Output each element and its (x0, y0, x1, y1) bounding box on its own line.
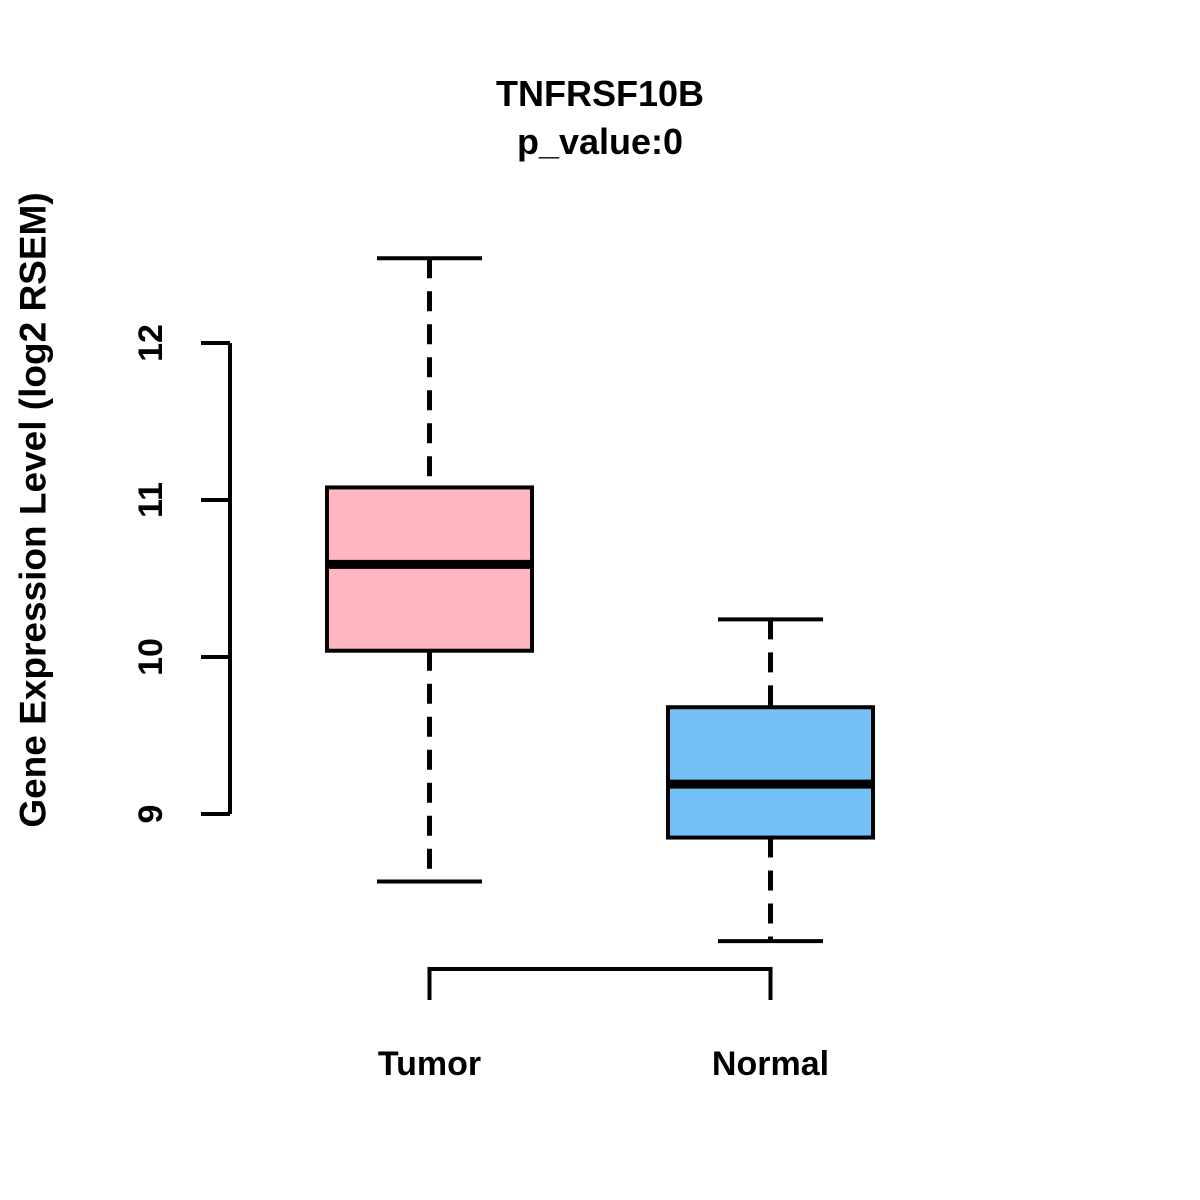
normal-box (666, 705, 875, 840)
chart-subtitle: p_value:0 (516, 121, 684, 162)
chart-title: TNFRSF10B (495, 73, 705, 114)
y-axis-tick-label: 12 (132, 324, 170, 362)
y-axis-tick-label: 10 (132, 638, 170, 676)
x-category-label-tumor: Tumor (378, 1045, 481, 1083)
x-category-label-normal: Normal (712, 1045, 829, 1083)
x-axis-bracket (427, 967, 773, 1000)
y-axis-tick-label: 9 (132, 805, 170, 824)
tumor-box (325, 485, 534, 653)
y-axis-tick-label: 11 (132, 482, 170, 518)
